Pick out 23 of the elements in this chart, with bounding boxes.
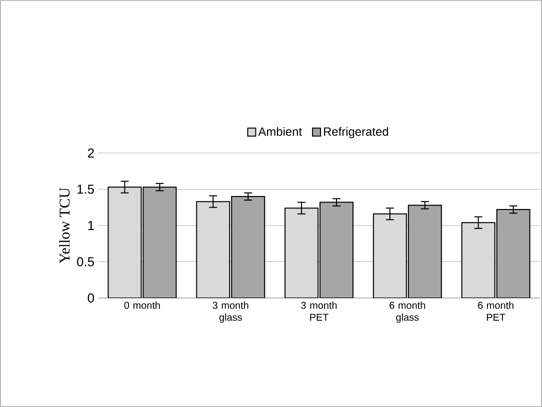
bar bbox=[196, 201, 230, 298]
y-tick-label: 1 bbox=[88, 221, 94, 230]
y-tick-label: 0.5 bbox=[76, 257, 94, 266]
y-tick-label: 1.5 bbox=[77, 184, 94, 194]
x-tick-label: 6 month glass bbox=[390, 302, 426, 323]
x-tick-label: 0 month bbox=[124, 302, 160, 309]
bar bbox=[142, 186, 177, 298]
legend-label: Ambient bbox=[258, 127, 302, 136]
y-tick-label: 0 bbox=[88, 293, 94, 303]
bar bbox=[496, 209, 530, 298]
bar bbox=[461, 222, 496, 298]
x-tick-label: 6 month PET bbox=[478, 302, 514, 321]
y-axis-title: Yellow TCU bbox=[59, 188, 70, 264]
x-tick-label: 3 month glass bbox=[212, 302, 248, 323]
bar bbox=[408, 204, 442, 298]
bar bbox=[108, 186, 142, 298]
x-tick-label: 3 month PET bbox=[301, 302, 337, 321]
y-tick-label: 2 bbox=[88, 148, 94, 158]
bar bbox=[372, 213, 407, 298]
bar bbox=[284, 208, 319, 298]
bar bbox=[231, 196, 266, 298]
bar bbox=[320, 202, 354, 298]
legend-label: Refrigerated bbox=[324, 127, 388, 138]
